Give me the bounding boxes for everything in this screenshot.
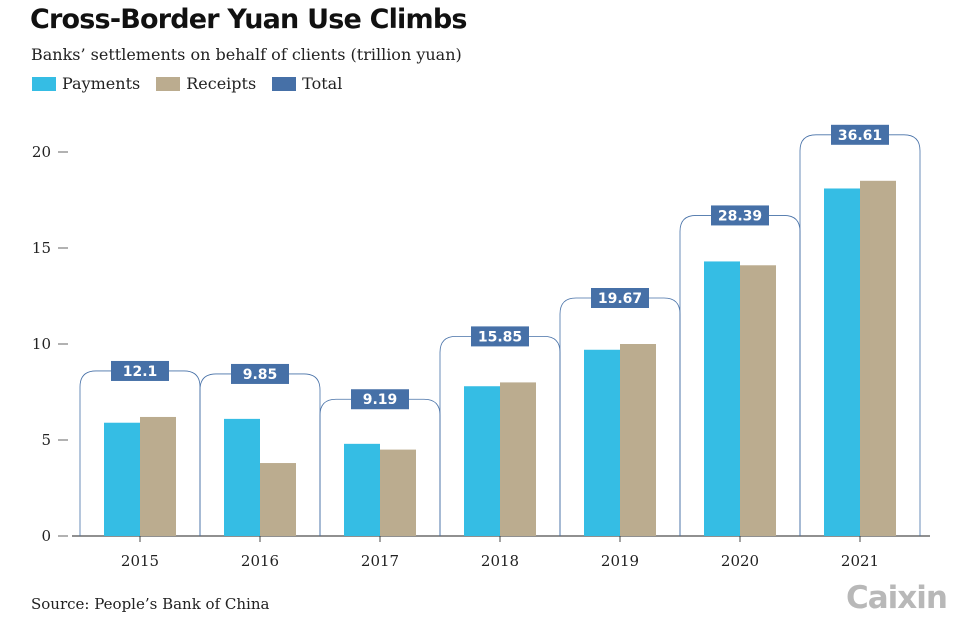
legend: Payments Receipts Total (32, 74, 358, 93)
bar-payments (344, 443, 380, 536)
bar-receipts (860, 180, 896, 537)
legend-swatch-receipts (156, 76, 181, 91)
legend-swatch-payments (32, 76, 56, 91)
total-label: 15.85 (478, 329, 522, 345)
total-label: 36.61 (838, 128, 882, 144)
source-note: Source: People’s Bank of China (31, 595, 270, 613)
y-tick-label: 5 (41, 431, 51, 449)
legend-label-payments: Payments (62, 74, 141, 93)
chart-subtitle: Banks’ settlements on behalf of clients … (31, 45, 462, 64)
total-label-box (111, 360, 169, 381)
bar-receipts (140, 416, 176, 536)
bar-receipts (380, 449, 416, 536)
legend-label-receipts: Receipts (186, 74, 257, 93)
x-tick-label: 2020 (721, 552, 759, 570)
bar-payments (464, 386, 500, 536)
x-tick-label: 2016 (241, 552, 279, 570)
total-label-box (711, 205, 769, 226)
total-label-box (591, 288, 649, 308)
legend-swatch-total (272, 76, 297, 91)
total-label-box (351, 389, 409, 410)
legend-item-total: Total (272, 74, 342, 93)
x-tick-label: 2015 (121, 552, 159, 570)
bar-receipts (500, 382, 536, 536)
legend-label-total: Total (302, 74, 343, 93)
x-tick-label: 2019 (601, 552, 639, 570)
y-tick-label: 0 (41, 527, 51, 545)
bar-payments (104, 422, 140, 536)
y-tick-label: 20 (32, 143, 51, 161)
total-label: 19.67 (598, 291, 642, 307)
bar-payments (704, 261, 740, 536)
legend-item-payments: Payments (32, 74, 140, 93)
chart-title: Cross-Border Yuan Use Climbs (30, 4, 467, 35)
total-label: 12.1 (123, 364, 158, 380)
y-tick-label: 10 (32, 335, 51, 353)
x-tick-label: 2017 (361, 552, 399, 570)
bar-receipts (260, 463, 296, 536)
y-tick-label: 15 (32, 239, 51, 257)
total-label: 9.19 (363, 392, 398, 408)
caixin-logo: Caixin (846, 580, 948, 616)
legend-item-receipts: Receipts (156, 74, 256, 93)
total-label: 28.39 (718, 208, 762, 224)
x-tick-label: 2021 (841, 552, 879, 570)
bar-receipts (740, 265, 776, 536)
bar-payments (584, 349, 620, 536)
bar-payments (824, 188, 860, 537)
bar-receipts (620, 344, 656, 536)
bar-payments (224, 418, 260, 536)
total-label-box (231, 363, 289, 384)
x-tick-label: 2018 (481, 552, 519, 570)
total-label-box (471, 326, 529, 347)
total-label: 9.85 (243, 367, 278, 383)
total-label-box (831, 124, 889, 145)
